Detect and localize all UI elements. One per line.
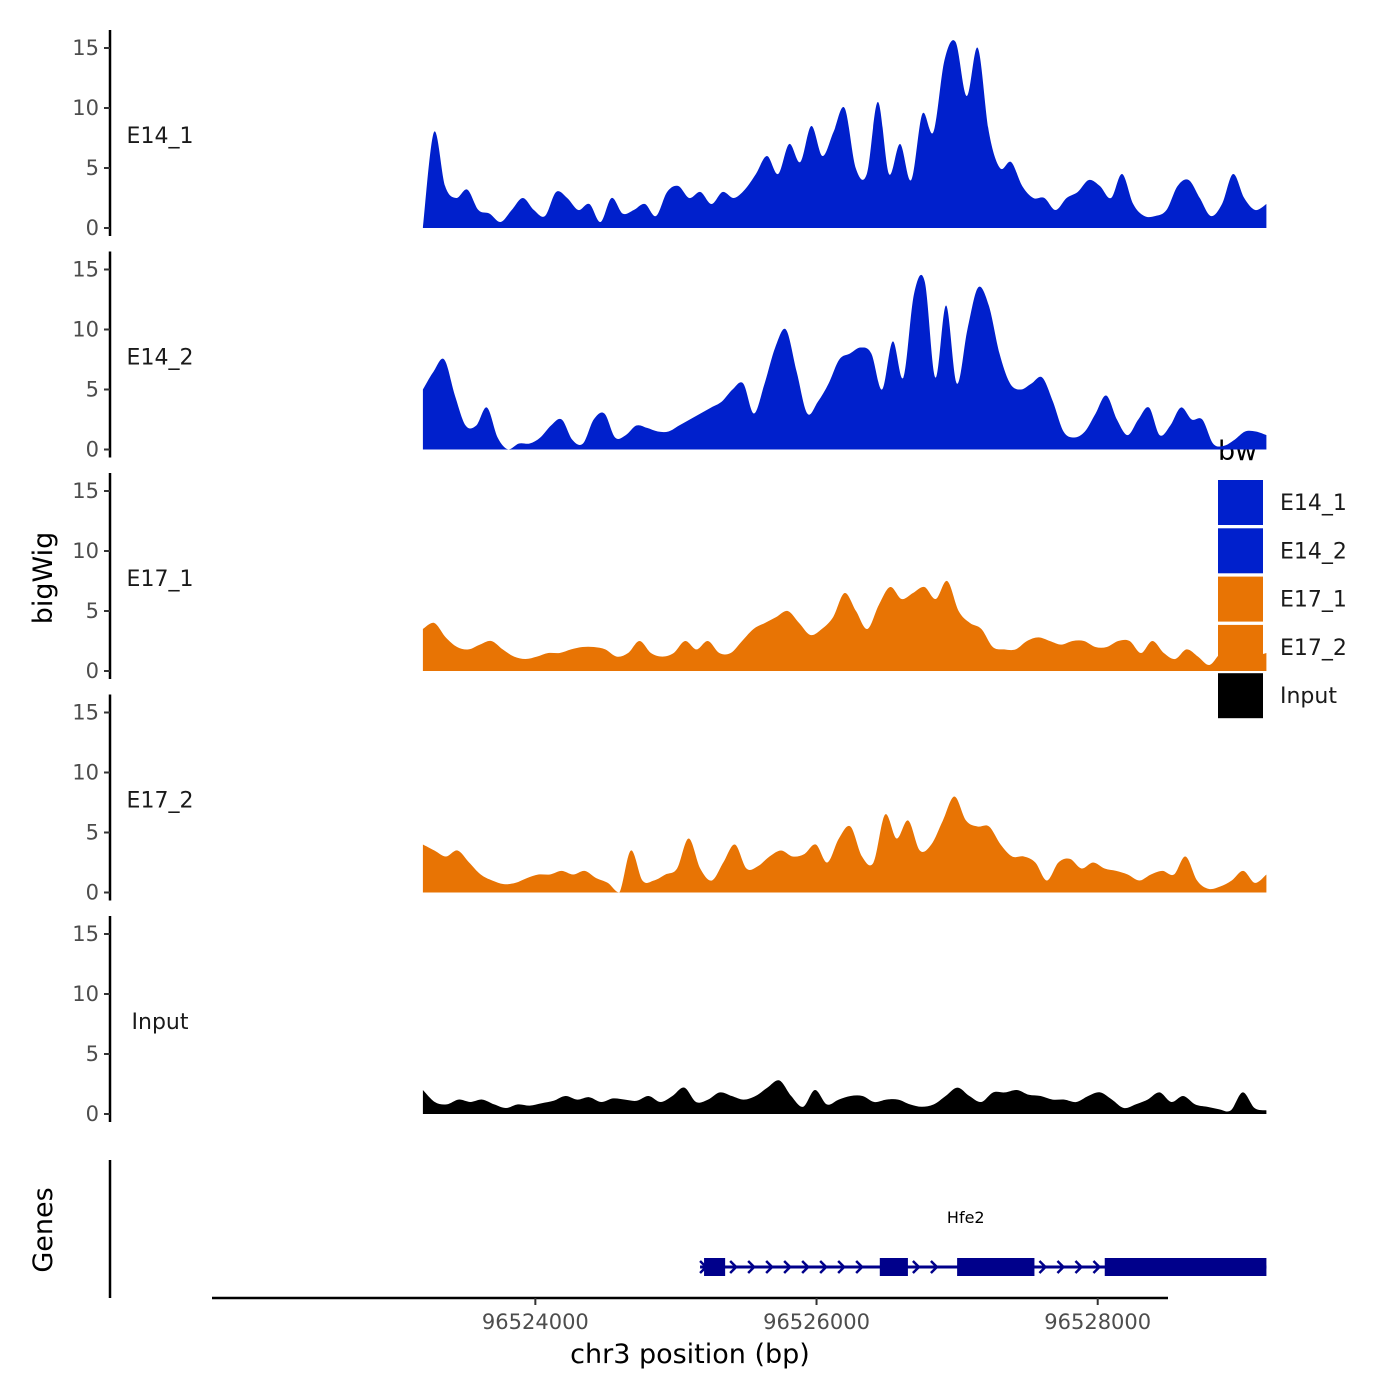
gene-Hfe2: Hfe2 [699,1208,1267,1276]
legend-label: E14_1 [1280,491,1347,516]
strand-arrow [819,1260,828,1274]
signal-area-E17_2 [422,796,1267,893]
signal-area-E14_2 [422,274,1267,450]
y-tick-label: 5 [86,378,99,402]
signal-area-E17_1 [422,580,1267,671]
legend-item-E14_1: E14_1 [1218,480,1347,525]
legend-item-E17_1: E17_1 [1218,576,1347,622]
track-Input: 0 5 10 15 Input [72,916,1267,1126]
strand-arrow [930,1260,939,1274]
y-tick-label: 15 [72,922,99,946]
track-E14_1: 0 5 10 15 E14_1 [72,30,1267,240]
legend-swatch [1218,673,1263,719]
gene-exon [1104,1258,1267,1276]
strand-arrow [801,1260,810,1274]
legend: E14_1 E14_2 E17_1 E17_2 Input [1218,480,1347,719]
tracks-group: 0 5 10 15 E14_1 0 5 10 15 E14_2 0 5 10 15 E17_1 0 5 10 15 E… [72,30,1267,1126]
track-label: E17_1 [127,567,194,592]
track-E14_2: 0 5 10 15 E14_2 [72,251,1267,462]
y-tick-label: 0 [86,438,99,462]
legend-item-Input: Input [1218,673,1337,719]
gene-exon [704,1258,726,1276]
strand-arrow [1056,1260,1066,1274]
track-label: Input [132,1010,189,1035]
strand-arrow [837,1260,846,1274]
y-tick-label: 0 [86,216,99,240]
y-tick-label: 10 [72,761,99,785]
strand-arrow [765,1260,774,1274]
x-tick-label: 96524000 [482,1310,589,1334]
genes-track: Hfe2 [108,1160,1267,1298]
y-tick-label: 5 [86,821,99,845]
legend-label: Input [1280,684,1337,709]
y-tick-label: 10 [72,982,99,1006]
x-tick-label: 96526000 [763,1310,870,1334]
x-axis: 96524000 96526000 96528000 [212,1296,1168,1334]
legend-label: E17_2 [1280,636,1347,661]
y-tick-label: 0 [86,659,99,683]
legend-swatch [1218,624,1263,670]
strand-arrow [729,1260,738,1274]
y-tick-label: 15 [72,479,99,503]
track-label: E17_2 [127,789,194,814]
legend-item-E17_2: E17_2 [1218,624,1347,670]
strand-arrow [783,1260,792,1274]
y-tick-label: 10 [72,96,99,120]
y-tick-label: 10 [72,539,99,563]
y-axis-title: bigWig [28,532,59,625]
strand-arrow [1038,1260,1048,1274]
y-tick-label: 10 [72,318,99,342]
x-axis-title: chr3 position (bp) [570,1339,810,1370]
y-tick-label: 0 [86,1102,99,1126]
gene-exon [957,1258,1035,1276]
legend-item-E14_2: E14_2 [1218,528,1347,574]
legend-label: E14_2 [1280,539,1347,564]
genes-axis-title: Genes [28,1187,59,1272]
track-E17_2: 0 5 10 15 E17_2 [72,694,1267,905]
strand-arrow [912,1260,921,1274]
y-tick-label: 5 [86,599,99,623]
y-tick-label: 15 [72,701,99,725]
track-E17_1: 0 5 10 15 E17_1 [72,473,1267,683]
legend-swatch [1218,528,1263,574]
track-label: E14_2 [127,346,194,371]
y-tick-label: 5 [86,1042,99,1066]
legend-swatch [1218,480,1263,525]
legend-label: E17_1 [1280,588,1347,613]
legend-swatch [1218,576,1263,622]
y-tick-label: 15 [72,36,99,60]
signal-area-Input [422,1080,1267,1114]
x-tick-label: 96528000 [1044,1310,1151,1334]
gene-exon [879,1258,908,1276]
y-tick-label: 15 [72,258,99,282]
track-label: E14_1 [127,124,194,149]
y-tick-label: 0 [86,881,99,905]
strand-arrow [747,1260,756,1274]
gene-name-label: Hfe2 [947,1208,985,1227]
strand-arrow [1074,1260,1084,1274]
strand-arrow [855,1260,864,1274]
signal-area-E14_1 [422,40,1267,229]
y-tick-label: 5 [86,156,99,180]
strand-arrow [1092,1260,1102,1274]
